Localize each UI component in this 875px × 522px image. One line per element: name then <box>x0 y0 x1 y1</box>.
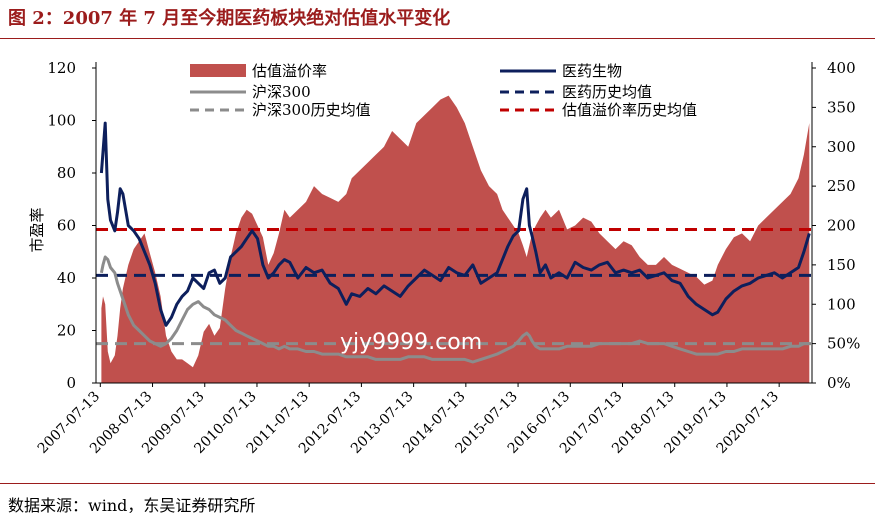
legend-label: 沪深300历史均值 <box>252 101 371 119</box>
legend-label: 估值溢价率 <box>252 62 327 80</box>
legend-label: 医药生物 <box>562 62 622 80</box>
watermark: yjy9999.com <box>340 330 482 355</box>
pe-chart: 0 20 40 60 80 100 120 0% 50% 100 150 200 250 300 350 40… <box>28 59 860 457</box>
y2-tick-label: 150 <box>827 256 856 274</box>
y2-tick-label: 300 <box>827 138 856 156</box>
chart-title: 图 2：2007 年 7 月至今期医药板块绝对估值水平变化 <box>8 8 451 29</box>
y2-tick-label: 400 <box>827 59 856 77</box>
y-tick-label: 0 <box>66 374 76 392</box>
y-tick-label: 120 <box>47 59 76 77</box>
series-lines-layer <box>99 121 811 364</box>
y-tick-label: 80 <box>57 164 76 182</box>
hs300-line <box>99 255 810 364</box>
legend-label: 医药历史均值 <box>562 83 652 101</box>
premium-area <box>101 95 810 383</box>
y2-tick-label: 250 <box>827 177 856 195</box>
y2-tick-label: 350 <box>827 98 856 116</box>
y2-tick-label: 0% <box>827 374 851 392</box>
source-note: 数据来源：wind，东吴证券研究所 <box>8 496 256 515</box>
y-axis-label: 市盈率 <box>28 207 46 252</box>
y-tick-label: 20 <box>57 322 76 340</box>
y-tick-label: 100 <box>47 112 76 130</box>
legend-label: 估值溢价率历史均值 <box>562 101 697 119</box>
y2-tick-label: 200 <box>827 217 856 235</box>
title-rule-bottom <box>0 483 875 484</box>
title-rule-top <box>0 38 875 39</box>
y2-tick-label: 50% <box>827 335 860 353</box>
y-tick-label: 60 <box>57 217 76 235</box>
legend-label: 沪深300 <box>252 83 311 101</box>
premium-area-layer <box>101 95 810 383</box>
pharma-line <box>99 121 811 327</box>
legend-swatch <box>190 64 246 77</box>
y-tick-label: 40 <box>57 269 76 287</box>
y2-tick-label: 100 <box>827 295 856 313</box>
